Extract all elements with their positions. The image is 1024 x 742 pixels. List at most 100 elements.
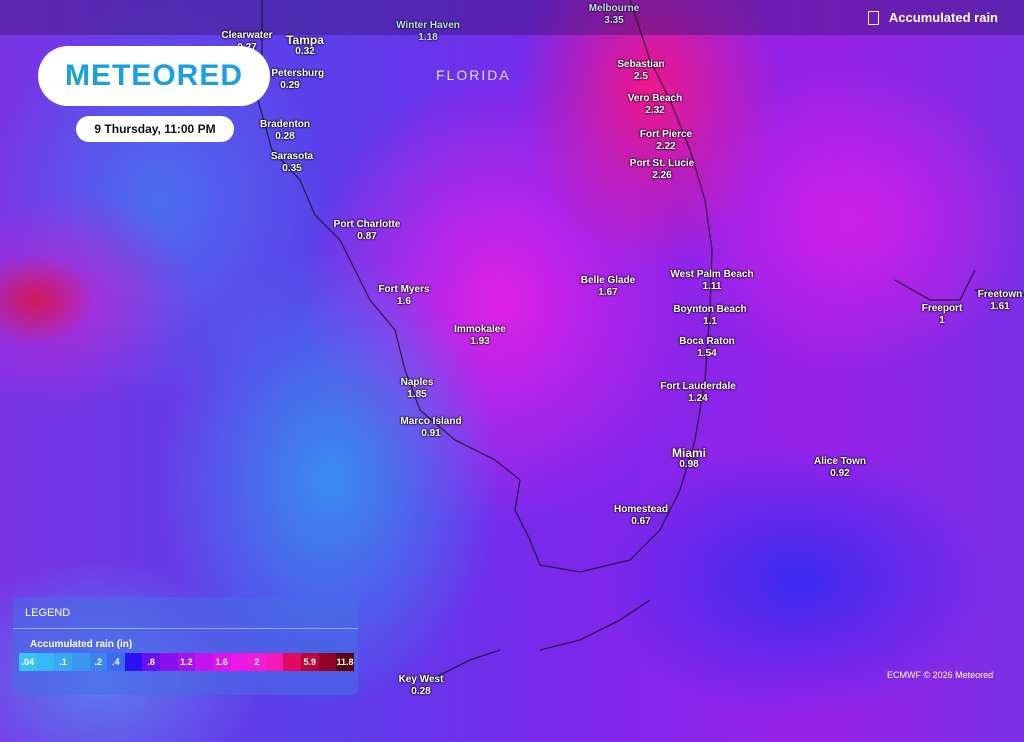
city-label[interactable]: St. Petersburg 0.29 — [256, 68, 324, 92]
legend-swatch: 5.9 — [301, 653, 319, 671]
legend-scale: .04 .1 .2.4 .8 1.2 1.6 2 5.9 11.8 — [19, 653, 354, 671]
city-label[interactable]: Fort Lauderdale 1.24 — [660, 381, 736, 405]
city-rain-value: 0.98 — [679, 459, 699, 470]
city-rain-value: 1.24 — [688, 393, 708, 404]
city-label[interactable]: Tampa 0.32 — [286, 34, 324, 58]
city-label[interactable]: Boynton Beach 1.1 — [673, 304, 746, 328]
city-name: Fort Lauderdale — [660, 381, 736, 392]
city-name: Sarasota — [270, 151, 314, 162]
city-rain-value: 1 — [939, 315, 945, 326]
city-label[interactable]: Fort Pierce 2.22 — [640, 129, 692, 153]
legend-swatch: .2 — [89, 653, 108, 671]
city-label[interactable]: Alice Town 0.92 — [814, 456, 866, 480]
legend-swatch — [124, 653, 143, 671]
city-label[interactable]: Vero Beach 2.32 — [628, 93, 682, 117]
city-label[interactable]: Melbourne 3.35 — [589, 3, 640, 27]
city-name: Melbourne — [588, 3, 640, 14]
city-rain-value: 0.28 — [411, 686, 431, 697]
legend-subtitle: Accumulated rain (in) — [30, 639, 133, 650]
city-rain-value: 1.18 — [418, 32, 438, 43]
layer-selector[interactable]: Accumulated rain — [867, 10, 998, 25]
city-label[interactable]: Freetown 1.61 — [978, 289, 1022, 313]
legend-swatch: 1.2 — [177, 653, 196, 671]
city-label[interactable]: Key West 0.28 — [399, 674, 444, 698]
city-rain-value: 0.67 — [631, 516, 651, 527]
legend-swatch — [160, 653, 178, 671]
legend-panel: LEGEND Accumulated rain (in) .04 .1 .2.4 .8… — [13, 597, 358, 695]
legend-swatch: 2 — [248, 653, 266, 671]
legend-swatch: 1.6 — [212, 653, 231, 671]
city-rain-value: 2.22 — [656, 141, 676, 152]
city-label[interactable]: Sarasota 0.35 — [271, 151, 313, 175]
city-label[interactable]: Naples 1.85 — [401, 377, 434, 401]
city-name: Sebastian — [617, 59, 665, 70]
city-rain-value: 1.11 — [702, 281, 722, 292]
city-rain-value: 0.92 — [830, 468, 850, 479]
city-name: St. Petersburg — [255, 68, 325, 79]
city-rain-value: 2.32 — [645, 105, 665, 116]
city-name: Immokalee — [454, 324, 506, 335]
city-rain-value: 0.28 — [275, 131, 295, 142]
city-rain-value: 2.26 — [652, 170, 672, 181]
legend-title: LEGEND — [25, 607, 71, 619]
credit: ECMWF © 2026 Meteored — [887, 670, 994, 680]
city-rain-value: 1.85 — [407, 389, 427, 400]
city-name: Key West — [398, 674, 444, 685]
city-label[interactable]: Miami 0.98 — [672, 447, 706, 471]
city-name: Fort Myers — [378, 284, 430, 295]
city-label[interactable]: Port St. Lucie 2.26 — [630, 158, 694, 182]
city-label[interactable]: Winter Haven 1.18 — [396, 20, 460, 44]
city-name: Clearwater — [221, 30, 273, 41]
city-label[interactable]: Belle Glade 1.67 — [581, 275, 635, 299]
legend-swatch: .4 — [107, 653, 125, 671]
city-label[interactable]: Sebastian 2.5 — [617, 59, 664, 83]
city-label[interactable]: Bradenton 0.28 — [260, 119, 310, 143]
city-rain-value: 1.67 — [598, 287, 618, 298]
legend-swatch: 11.8 — [336, 653, 354, 671]
city-rain-value: 1.54 — [697, 348, 717, 359]
layer-label: Accumulated rain — [888, 10, 998, 25]
city-name: Port Charlotte — [333, 219, 401, 230]
city-rain-value: 0.91 — [421, 428, 441, 439]
city-label[interactable]: Port Charlotte 0.87 — [334, 219, 401, 243]
legend-swatch: .1 — [54, 653, 72, 671]
city-rain-value: 1.1 — [703, 316, 717, 327]
legend-swatch — [195, 653, 213, 671]
legend-swatch — [318, 653, 337, 671]
legend-swatch: .8 — [142, 653, 160, 671]
city-name: Alice Town — [813, 456, 867, 467]
top-band — [0, 0, 1024, 35]
city-label[interactable]: Immokalee 1.93 — [454, 324, 506, 348]
city-name: Bradenton — [260, 119, 310, 130]
city-label[interactable]: Marco Island 0.91 — [400, 416, 461, 440]
city-name: Miami — [671, 446, 707, 460]
city-name: West Palm Beach — [670, 269, 754, 280]
city-rain-value: 1.93 — [470, 336, 490, 347]
city-name: Homestead — [614, 504, 668, 515]
legend-swatch — [71, 653, 90, 671]
city-label[interactable]: Boca Raton 1.54 — [679, 336, 735, 360]
city-rain-value: 1.6 — [397, 296, 411, 307]
state-label: FLORIDA — [436, 67, 511, 83]
legend-swatch: .04 — [19, 653, 37, 671]
legend-swatch — [230, 653, 249, 671]
city-label[interactable]: West Palm Beach 1.11 — [670, 269, 753, 293]
legend-swatch — [265, 653, 284, 671]
rain-gauge-icon — [867, 10, 879, 25]
time-label[interactable]: 9 Thursday, 11:00 PM — [76, 116, 234, 142]
legend-swatch — [283, 653, 301, 671]
city-rain-value: 2.5 — [634, 71, 648, 82]
city-name: Fort Pierce — [639, 129, 693, 140]
city-name: Belle Glade — [580, 275, 636, 286]
city-label[interactable]: Freeport 1 — [922, 303, 963, 327]
city-label[interactable]: Homestead 0.67 — [614, 504, 668, 528]
city-rain-value: 1.61 — [990, 301, 1010, 312]
city-name: Boca Raton — [679, 336, 735, 347]
city-name: Freeport — [921, 303, 963, 314]
city-rain-value: 3.35 — [604, 15, 624, 26]
city-name: Winter Haven — [396, 20, 460, 31]
city-rain-value: 0.29 — [280, 80, 300, 91]
city-label[interactable]: Fort Myers 1.6 — [378, 284, 429, 308]
meteored-logo[interactable]: METEORED — [38, 46, 270, 106]
